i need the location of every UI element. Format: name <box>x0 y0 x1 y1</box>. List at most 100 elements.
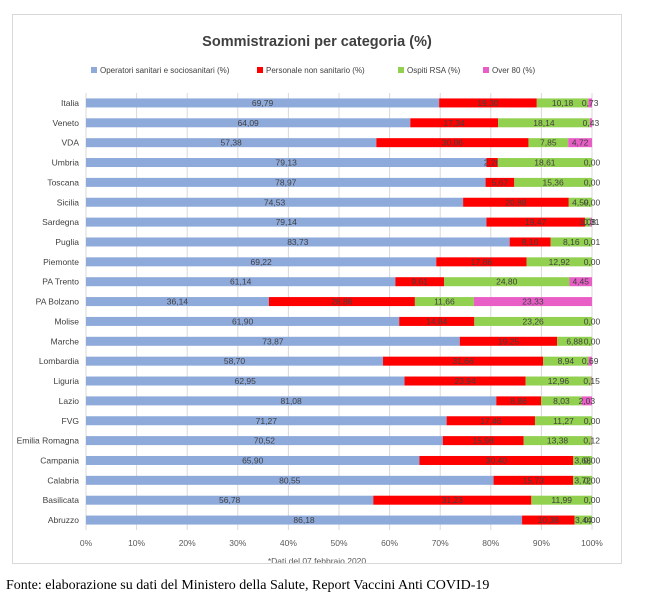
bar-segment <box>525 376 592 386</box>
bar-segment <box>86 98 440 108</box>
data-label: 23,94 <box>454 376 476 386</box>
data-label: 11,27 <box>553 416 574 426</box>
bar-segment <box>573 455 592 465</box>
x-tick-label: 50% <box>330 538 347 548</box>
data-label: 18,61 <box>534 158 556 168</box>
data-label: 0,69 <box>582 356 599 366</box>
bar-segment <box>268 297 415 307</box>
y-category-label: Emilia Romagna <box>17 436 80 446</box>
data-label: 11,66 <box>434 297 455 307</box>
bar-segment <box>439 98 537 108</box>
data-label: 28,86 <box>331 297 353 307</box>
bar-segment <box>86 495 374 505</box>
data-label: 62,95 <box>235 376 257 386</box>
data-label: 0,00 <box>584 316 601 326</box>
bar-segment <box>486 158 498 168</box>
bar-segment <box>569 277 592 287</box>
data-label: 17,46 <box>480 416 502 426</box>
data-label: 36,14 <box>167 297 189 307</box>
bar-segment <box>550 237 592 247</box>
data-label: 61,14 <box>230 277 252 287</box>
data-label: 71,27 <box>256 416 278 426</box>
data-label: 17,86 <box>471 257 493 267</box>
data-label: 86,18 <box>293 515 315 525</box>
bar-segment <box>486 217 585 227</box>
bar-segment <box>86 177 486 187</box>
data-label: 23,33 <box>522 297 544 307</box>
bar-segment <box>574 515 592 525</box>
bar-segment <box>493 475 574 485</box>
data-label: 10,38 <box>538 515 560 525</box>
y-category-label: Campania <box>40 455 79 465</box>
bar-segment <box>474 316 592 326</box>
data-label: 15,73 <box>523 475 545 485</box>
x-tick-label: 0% <box>80 538 93 548</box>
bar-segment <box>86 515 523 525</box>
y-category-label: Toscana <box>47 177 79 187</box>
bar-segment <box>419 455 574 465</box>
data-label: 4,45 <box>572 277 589 287</box>
y-category-label: Puglia <box>55 237 79 247</box>
bar-segment <box>514 177 592 187</box>
data-label: 10,18 <box>552 98 574 108</box>
data-label: 31,23 <box>442 495 464 505</box>
data-label: 2,03 <box>579 396 596 406</box>
bar-segment <box>581 396 592 406</box>
bar-segment <box>86 138 377 148</box>
bar-segment <box>536 98 589 108</box>
x-tick-label: 90% <box>533 538 550 548</box>
bar-segment <box>86 118 411 128</box>
data-label: 0,15 <box>583 376 600 386</box>
bar-segment <box>534 416 592 426</box>
bar-segment <box>86 237 510 247</box>
bar-segment <box>531 495 592 505</box>
data-label: 0,73 <box>582 98 599 108</box>
x-tick-label: 70% <box>432 538 449 548</box>
y-category-label: Sardegna <box>42 217 79 227</box>
bar-segment <box>573 475 592 485</box>
bar-segment <box>473 297 592 307</box>
bar-segment <box>526 257 592 267</box>
x-tick-label: 80% <box>482 538 499 548</box>
y-category-label: Abruzzo <box>48 515 79 525</box>
legend-swatch-4 <box>483 67 489 73</box>
bar-segment <box>86 197 464 207</box>
x-tick-label: 20% <box>179 538 196 548</box>
bar-segment <box>591 436 592 446</box>
bar-segment <box>86 336 460 346</box>
bar-segment <box>589 118 592 128</box>
bar-segment <box>528 138 569 148</box>
data-label: 30,06 <box>442 138 464 148</box>
data-label: 24,80 <box>496 277 518 287</box>
data-label: 0,31 <box>583 217 600 227</box>
bar-segment <box>414 297 474 307</box>
data-label: 4,59 <box>572 197 589 207</box>
bar-segment <box>86 376 405 386</box>
legend-label-1: Operatori sanitari e sociosanitari (%) <box>100 66 230 75</box>
data-label: 15,36 <box>542 177 564 187</box>
bar-segment <box>568 138 593 148</box>
y-category-label: Calabria <box>47 475 79 485</box>
data-label: 8,16 <box>563 237 580 247</box>
data-label: 69,79 <box>252 98 274 108</box>
bar-segment <box>590 217 592 227</box>
data-label: 0,43 <box>583 118 600 128</box>
data-label: 0,00 <box>584 455 601 465</box>
data-label: 3,44 <box>575 515 592 525</box>
y-category-label: Basilicata <box>43 495 80 505</box>
bar-segment <box>509 237 551 247</box>
y-category-label: Liguria <box>53 376 79 386</box>
data-label: 58,70 <box>224 356 246 366</box>
data-label: 3,72 <box>574 475 591 485</box>
data-label: 0,00 <box>584 336 601 346</box>
legend-swatch-2 <box>257 67 263 73</box>
bar-segment <box>86 217 487 227</box>
y-category-label: PA Trento <box>42 277 79 287</box>
data-label: 6,88 <box>566 336 583 346</box>
bar-segment <box>446 416 535 426</box>
data-label: 57,38 <box>221 138 243 148</box>
data-label: 0,12 <box>583 436 600 446</box>
bar-segment <box>410 118 499 128</box>
legend-label-4: Over 80 (%) <box>492 66 535 75</box>
bar-segment <box>404 376 526 386</box>
